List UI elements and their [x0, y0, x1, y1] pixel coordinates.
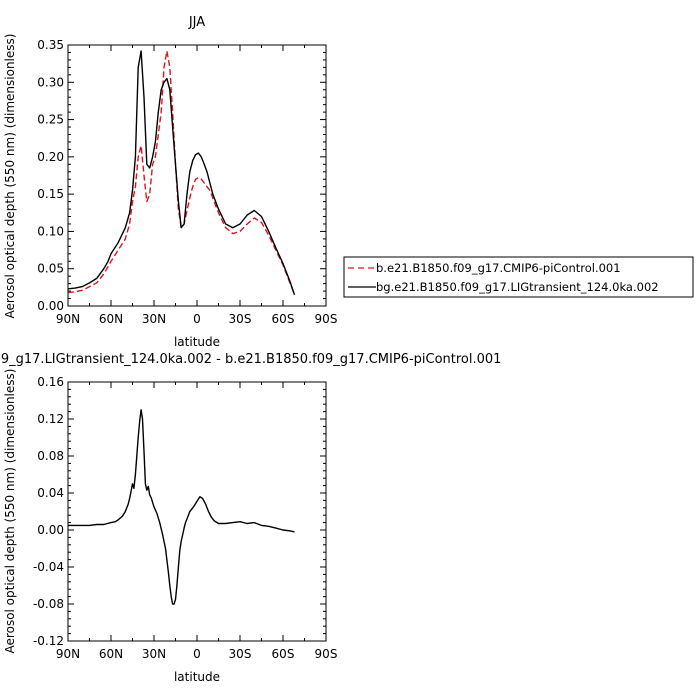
x-tick-label: 60S	[272, 647, 295, 661]
legend-label-ligtransient: bg.e21.B1850.f09_g17.LIGtransient_124.0k…	[376, 280, 659, 294]
legend: b.e21.B1850.f09_g17.CMIP6-piControl.001 …	[343, 256, 694, 298]
top-plot-frame	[67, 44, 327, 307]
bottom-y-tick-labels: -0.12 -0.08 -0.04 0.00 0.04 0.08 0.12 0.16	[33, 375, 64, 648]
y-tick-label: 0.30	[37, 75, 64, 89]
y-tick-label: 0.15	[37, 187, 64, 201]
x-tick-label: 60N	[99, 312, 123, 326]
y-tick-label: 0.05	[37, 262, 64, 276]
y-tick-label: 0.00	[37, 299, 64, 313]
bottom-panel: bg.e21.B1850.f09_g17.LIGtransient_124.0k…	[0, 352, 501, 684]
x-tick-label: 0	[193, 312, 201, 326]
series-line-1-0	[68, 409, 295, 605]
y-tick-label: 0.20	[37, 150, 64, 164]
top-x-tick-labels: 90N 60N 30N 0 30S 60S 90S	[56, 312, 338, 326]
y-tick-label: -0.04	[33, 560, 64, 574]
top-tick-marks	[67, 44, 327, 307]
x-tick-label: 30N	[142, 312, 166, 326]
y-tick-label: 0.12	[37, 412, 64, 426]
x-tick-label: 0	[193, 647, 201, 661]
y-tick-label: 0.16	[37, 375, 64, 389]
y-tick-label: 0.35	[37, 38, 64, 52]
top-series-group	[67, 50, 296, 296]
top-chart-title: JJA	[188, 15, 205, 30]
top-y-axis-label: Aerosol optical depth (550 nm) (dimensio…	[3, 34, 17, 319]
y-tick-label: 0.25	[37, 113, 64, 127]
bottom-chart-title: bg.e21.B1850.f09_g17.LIGtransient_124.0k…	[0, 352, 501, 367]
top-y-tick-labels: 0.00 0.05 0.10 0.15 0.20 0.25 0.30 0.35	[37, 38, 64, 313]
legend-label-picontrol: b.e21.B1850.f09_g17.CMIP6-piControl.001	[376, 261, 621, 275]
top-x-axis-label: latitude	[174, 335, 220, 349]
y-tick-label: 0.04	[37, 486, 64, 500]
y-tick-label: 0.08	[37, 449, 64, 463]
y-tick-label: -0.08	[33, 597, 64, 611]
bottom-tick-marks	[67, 381, 327, 642]
bottom-x-tick-labels: 90N 60N 30N 0 30S 60S 90S	[56, 647, 338, 661]
y-tick-label: 0.10	[37, 224, 64, 238]
x-tick-label: 30S	[229, 647, 252, 661]
y-tick-label: 0.00	[37, 523, 64, 537]
y-tick-label: -0.12	[33, 634, 64, 648]
x-tick-label: 90N	[56, 312, 80, 326]
x-tick-label: 90N	[56, 647, 80, 661]
bottom-series-group	[68, 409, 295, 605]
x-tick-label: 60S	[272, 312, 295, 326]
series-line-0-0	[67, 50, 296, 296]
x-tick-label: 90S	[315, 312, 338, 326]
top-panel: JJA 0.00 0.05 0.10 0.15 0.20 0.25 0.30 0.35 90N…	[3, 15, 337, 349]
x-tick-label: 30S	[229, 312, 252, 326]
bottom-plot-frame	[67, 381, 327, 642]
x-tick-label: 60N	[99, 647, 123, 661]
x-tick-label: 90S	[315, 647, 338, 661]
series-line-0-1	[67, 50, 296, 296]
x-tick-label: 30N	[142, 647, 166, 661]
bottom-y-axis-label: Aerosol optical depth (550 nm) (dimensio…	[3, 369, 17, 654]
bottom-x-axis-label: latitude	[174, 670, 220, 684]
legend-box	[343, 256, 694, 298]
